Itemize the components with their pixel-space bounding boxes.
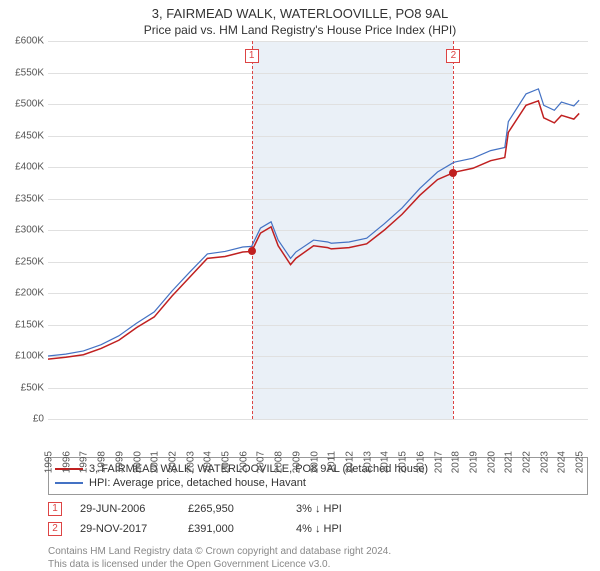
- x-axis-label: 2009: [289, 451, 302, 473]
- y-axis-label: £200K: [15, 288, 48, 299]
- y-axis-label: £400K: [15, 162, 48, 173]
- x-axis-label: 2004: [201, 451, 214, 473]
- x-axis-label: 2011: [325, 451, 338, 473]
- x-axis-label: 2024: [555, 451, 568, 473]
- x-axis-label: 2021: [502, 451, 515, 473]
- y-axis-label: £300K: [15, 225, 48, 236]
- sale-dot: [248, 247, 256, 255]
- x-axis-label: 2008: [272, 451, 285, 473]
- x-axis-label: 2012: [342, 451, 355, 473]
- x-axis-label: 2003: [183, 451, 196, 473]
- sale-marker-icon: 2: [48, 522, 62, 536]
- legend-swatch: [55, 482, 83, 484]
- series-subject: [48, 101, 579, 359]
- sale-row: 1 29-JUN-2006 £265,950 3% ↓ HPI: [48, 499, 588, 519]
- y-axis-label: £50K: [21, 382, 48, 393]
- series-hpi: [48, 89, 579, 356]
- x-axis-label: 2018: [449, 451, 462, 473]
- sale-row: 2 29-NOV-2017 £391,000 4% ↓ HPI: [48, 519, 588, 539]
- sales-table: 1 29-JUN-2006 £265,950 3% ↓ HPI 2 29-NOV-2017…: [48, 499, 588, 539]
- x-axis-label: 2007: [254, 451, 267, 473]
- x-axis-label: 2000: [130, 451, 143, 473]
- sale-dot: [449, 169, 457, 177]
- x-axis-label: 2015: [396, 451, 409, 473]
- x-axis-label: 2025: [573, 451, 586, 473]
- x-axis-label: 2001: [148, 451, 161, 473]
- chart-title: 3, FAIRMEAD WALK, WATERLOOVILLE, PO8 9AL: [0, 0, 600, 21]
- sale-price: £391,000: [188, 523, 278, 535]
- x-axis-label: 2010: [307, 451, 320, 473]
- x-axis-label: 2022: [520, 451, 533, 473]
- x-axis-label: 1995: [42, 451, 55, 473]
- x-axis-label: 2005: [219, 451, 232, 473]
- sale-marker: 2: [446, 49, 460, 63]
- x-axis-label: 2006: [236, 451, 249, 473]
- y-axis-label: £150K: [15, 319, 48, 330]
- sale-marker-icon: 1: [48, 502, 62, 516]
- y-axis-label: £500K: [15, 99, 48, 110]
- x-axis-label: 2019: [466, 451, 479, 473]
- sale-date: 29-JUN-2006: [80, 503, 170, 515]
- y-axis-label: £100K: [15, 351, 48, 362]
- sale-delta: 4% ↓ HPI: [296, 523, 386, 535]
- sale-price: £265,950: [188, 503, 278, 515]
- y-axis-label: £550K: [15, 67, 48, 78]
- x-axis-labels: 1995199619971998199920002001200220032004…: [48, 419, 588, 451]
- sale-marker: 1: [245, 49, 259, 63]
- y-axis-label: £450K: [15, 130, 48, 141]
- x-axis-label: 1998: [95, 451, 108, 473]
- footer: Contains HM Land Registry data © Crown c…: [48, 545, 588, 571]
- y-axis-label: £0: [33, 414, 48, 425]
- legend-label: HPI: Average price, detached house, Hava…: [89, 477, 306, 489]
- sale-date: 29-NOV-2017: [80, 523, 170, 535]
- x-axis-label: 1996: [59, 451, 72, 473]
- x-axis-label: 2023: [537, 451, 550, 473]
- x-axis-label: 2002: [165, 451, 178, 473]
- chart-lines: [48, 41, 588, 419]
- footer-line: Contains HM Land Registry data © Crown c…: [48, 545, 588, 558]
- x-axis-label: 2014: [378, 451, 391, 473]
- chart-subtitle: Price paid vs. HM Land Registry's House …: [0, 21, 600, 41]
- y-axis-label: £600K: [15, 36, 48, 47]
- x-axis-label: 2017: [431, 451, 444, 473]
- x-axis-label: 1997: [77, 451, 90, 473]
- y-axis-label: £250K: [15, 256, 48, 267]
- x-axis-label: 2016: [413, 451, 426, 473]
- legend-item: HPI: Average price, detached house, Hava…: [55, 476, 581, 490]
- sale-delta: 3% ↓ HPI: [296, 503, 386, 515]
- chart-area: £0£50K£100K£150K£200K£250K£300K£350K£400…: [48, 41, 588, 419]
- y-axis-label: £350K: [15, 193, 48, 204]
- x-axis-label: 2020: [484, 451, 497, 473]
- x-axis-label: 2013: [360, 451, 373, 473]
- x-axis-label: 1999: [112, 451, 125, 473]
